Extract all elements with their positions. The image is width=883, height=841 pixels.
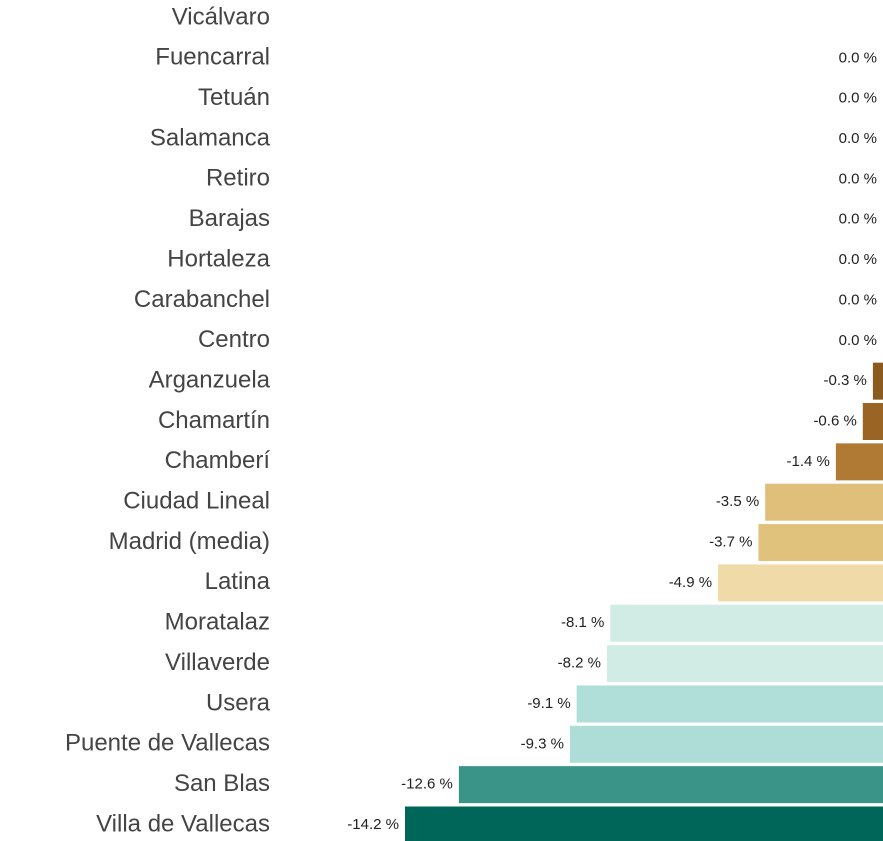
value-label: 0.0 % — [839, 49, 877, 66]
category-label: Madrid (media) — [109, 528, 270, 555]
bar — [765, 483, 883, 521]
category-label: Moratalaz — [165, 609, 270, 636]
category-label: Ciudad Lineal — [123, 488, 270, 515]
category-label: Barajas — [189, 205, 270, 232]
bar — [606, 645, 883, 683]
value-label: -3.7 % — [709, 534, 752, 551]
value-label: 0.0 % — [839, 332, 877, 349]
bar — [758, 524, 883, 562]
value-label: -12.6 % — [401, 776, 453, 793]
value-label: 0.0 % — [839, 130, 877, 147]
bar — [576, 685, 883, 723]
value-label: -14.2 % — [347, 816, 399, 833]
value-label: -0.6 % — [813, 412, 856, 429]
category-label: Tetuán — [198, 84, 270, 111]
bar — [569, 725, 883, 763]
category-label: Centro — [198, 326, 270, 353]
value-label: 0.0 % — [839, 170, 877, 187]
category-label: Chamartín — [158, 407, 270, 434]
category-label: San Blas — [174, 770, 270, 797]
bar — [405, 806, 883, 841]
category-label: Salamanca — [150, 124, 271, 151]
category-label: Retiro — [206, 165, 270, 192]
value-label: -0.3 % — [824, 372, 867, 389]
bar — [458, 766, 883, 804]
category-label: Puente de Vallecas — [65, 730, 270, 757]
value-label: -9.1 % — [527, 695, 570, 712]
value-label: 0.0 % — [839, 251, 877, 268]
category-label: Fuencarral — [155, 44, 270, 71]
bar — [872, 362, 883, 400]
category-label: Vicálvaro — [172, 3, 270, 30]
value-label: -4.9 % — [669, 574, 712, 591]
category-label: Chamberí — [165, 447, 271, 474]
category-label: Latina — [205, 568, 271, 595]
value-label: -8.2 % — [558, 655, 601, 672]
value-label: 0.0 % — [839, 211, 877, 228]
value-label: -1.4 % — [787, 453, 830, 470]
bar — [835, 443, 883, 481]
category-label: Hortaleza — [167, 245, 270, 272]
category-label: Villaverde — [165, 649, 270, 676]
category-label: Usera — [206, 689, 271, 716]
bar — [610, 604, 883, 642]
category-label: Carabanchel — [134, 286, 270, 313]
value-label: -3.5 % — [716, 493, 759, 510]
value-label: 0.0 % — [839, 90, 877, 107]
category-label: Arganzuela — [149, 366, 271, 393]
value-label: -9.3 % — [521, 735, 564, 752]
category-label: Villa de Vallecas — [96, 810, 270, 837]
value-label: 0.0 % — [839, 291, 877, 308]
bar — [862, 403, 883, 440]
value-label: -8.1 % — [561, 614, 604, 631]
bar — [718, 564, 883, 602]
